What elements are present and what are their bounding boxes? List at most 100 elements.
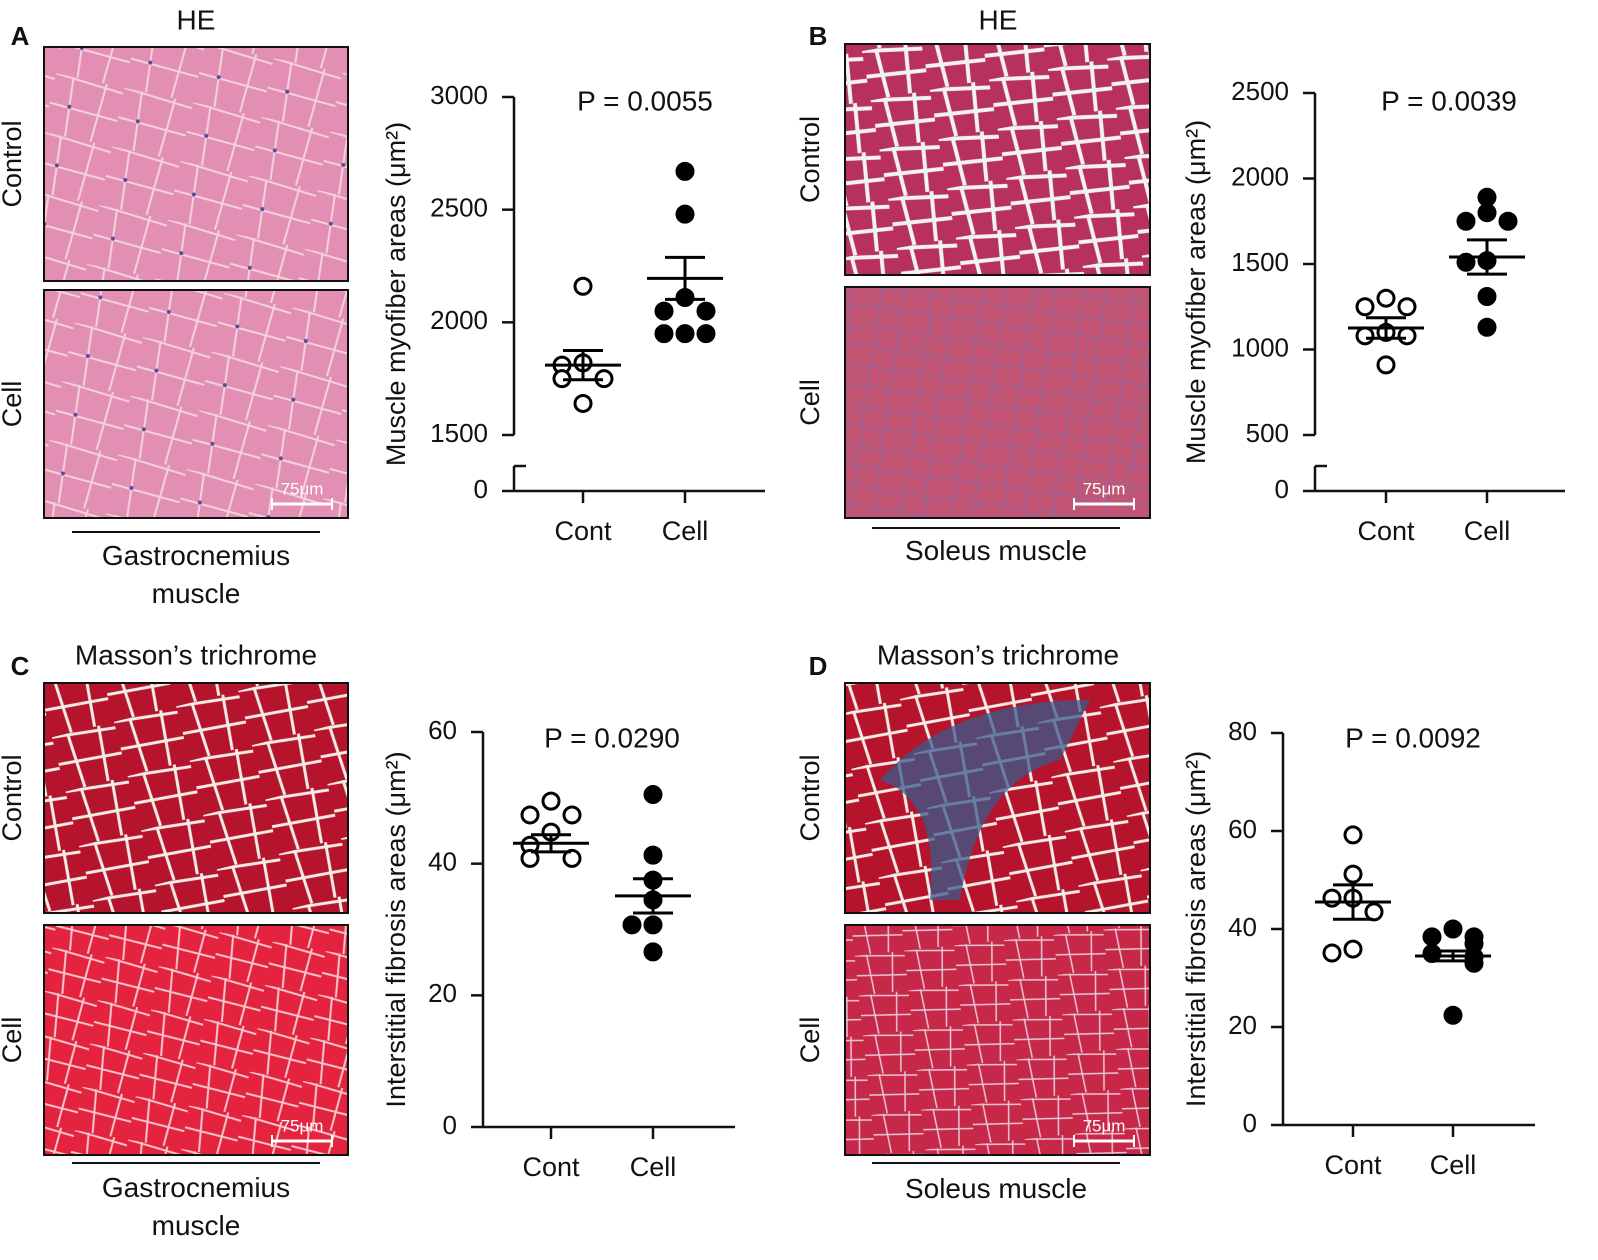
p-value: P = 0.0092 [1345, 722, 1481, 753]
scale-bar-label: 75μm [281, 1116, 324, 1135]
data-point [1322, 888, 1342, 908]
panel-letter: A [11, 21, 30, 51]
data-point [541, 791, 561, 811]
data-point [643, 942, 663, 962]
row-label: Control [0, 754, 27, 841]
data-point [1343, 939, 1363, 959]
data-point [1355, 326, 1375, 346]
row-label: Control [795, 116, 825, 203]
row-label: Cell [795, 379, 825, 426]
data-point [1422, 927, 1442, 947]
y-tick-label: 0 [443, 1110, 457, 1140]
data-point [1322, 943, 1342, 963]
data-point [654, 324, 674, 344]
data-point [1364, 902, 1384, 922]
row-label: Control [0, 120, 27, 207]
y-tick-label: 500 [1246, 418, 1289, 448]
row-label: Control [795, 754, 825, 841]
data-point [643, 915, 663, 935]
data-point [654, 301, 674, 321]
p-value: P = 0.0055 [577, 85, 713, 116]
muscle-label: Gastrocnemius muscle [101, 540, 291, 609]
y-tick-label: 20 [1228, 1010, 1257, 1040]
y-axis-label: Interstitial fibrosis areas (μm²) [381, 751, 411, 1107]
muscle-label: Gastrocnemius muscle [101, 1172, 291, 1241]
y-tick-label: 40 [1228, 912, 1257, 942]
data-point [520, 805, 540, 825]
data-point [675, 324, 695, 344]
y-tick-label: 2500 [1231, 76, 1289, 106]
panel-letter: D [809, 651, 828, 681]
data-point [1498, 211, 1518, 231]
data-point [1355, 297, 1375, 317]
data-point [1477, 286, 1497, 306]
y-tick-label: 2000 [1231, 161, 1289, 191]
stain-title: Masson’s trichrome [75, 639, 317, 670]
stain-title: Masson’s trichrome [877, 639, 1119, 670]
y-axis-label: Interstitial fibrosis areas (μm²) [1181, 751, 1211, 1107]
scale-bar-label: 75μm [1083, 479, 1126, 498]
data-point [643, 845, 663, 865]
y-tick-label: 1000 [1231, 332, 1289, 362]
scale-bar-label: 75μm [281, 479, 324, 498]
x-tick-label: Cell [630, 1152, 677, 1182]
data-point [622, 915, 642, 935]
data-point [643, 785, 663, 805]
data-point [1343, 825, 1363, 845]
y-tick-label: 3000 [430, 80, 488, 110]
histology-image [844, 286, 1151, 519]
data-point [1477, 187, 1497, 207]
y-tick-label: 0 [1275, 474, 1289, 504]
y-tick-label: 2500 [430, 193, 488, 223]
data-point [675, 204, 695, 224]
muscle-label: Soleus muscle [904, 535, 1088, 566]
x-tick-label: Cell [1464, 516, 1511, 546]
y-axis-label: Muscle myofiber areas (μm²) [381, 122, 411, 466]
data-point [675, 161, 695, 181]
fibrosis-region [880, 700, 1090, 900]
row-label: Cell [0, 1017, 27, 1064]
data-point [1477, 203, 1497, 223]
x-tick-label: Cell [1430, 1150, 1477, 1180]
data-point [1376, 288, 1396, 308]
y-tick-label: 80 [1228, 716, 1257, 746]
y-axis-label: Muscle myofiber areas (μm²) [1181, 120, 1211, 464]
x-tick-label: Cont [1324, 1150, 1382, 1180]
histology-image [43, 924, 349, 1156]
data-point [696, 324, 716, 344]
data-point [1397, 326, 1417, 346]
data-point [1343, 864, 1363, 884]
x-tick-label: Cont [554, 516, 612, 546]
y-tick-label: 0 [1243, 1108, 1257, 1138]
data-point [573, 393, 593, 413]
histology-image [844, 43, 1151, 276]
y-tick-label: 40 [428, 847, 457, 877]
y-tick-label: 2000 [430, 305, 488, 335]
data-point [1443, 1005, 1463, 1025]
data-point [1443, 919, 1463, 939]
y-tick-label: 60 [1228, 814, 1257, 844]
y-tick-label: 0 [474, 474, 488, 504]
p-value: P = 0.0290 [544, 722, 680, 753]
panel-letter: C [11, 651, 30, 681]
row-label: Cell [0, 381, 27, 428]
data-point [1477, 317, 1497, 337]
y-tick-label: 60 [428, 715, 457, 745]
data-point [520, 848, 540, 868]
histology-image [43, 289, 349, 519]
p-value: P = 0.0039 [1381, 85, 1517, 116]
stain-title: HE [979, 4, 1018, 35]
muscle-label: Soleus muscle [904, 1173, 1088, 1204]
data-point [573, 276, 593, 296]
x-tick-label: Cont [1357, 516, 1415, 546]
row-label: Cell [795, 1017, 825, 1064]
panel-letter: B [809, 21, 828, 51]
data-point [1376, 355, 1396, 375]
data-point [562, 805, 582, 825]
stain-title: HE [177, 4, 216, 35]
data-point [562, 848, 582, 868]
y-tick-label: 1500 [430, 418, 488, 448]
histology-image [43, 46, 349, 282]
